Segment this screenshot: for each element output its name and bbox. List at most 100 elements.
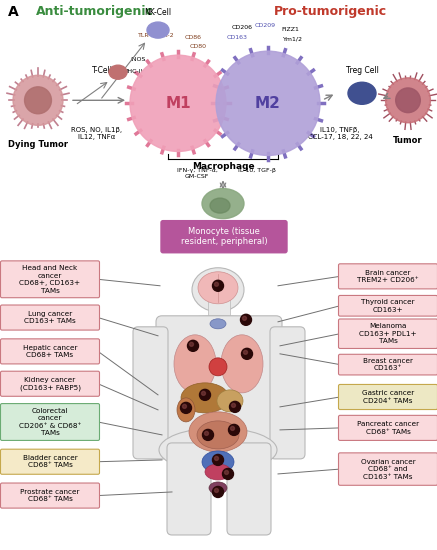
FancyBboxPatch shape	[339, 264, 437, 289]
FancyBboxPatch shape	[167, 443, 211, 535]
FancyBboxPatch shape	[0, 483, 100, 508]
Circle shape	[183, 404, 187, 409]
Ellipse shape	[177, 398, 195, 422]
Text: CD209: CD209	[254, 23, 276, 28]
Ellipse shape	[209, 482, 227, 494]
Ellipse shape	[147, 22, 169, 38]
Text: Lung cancer
CD163+ TAMs: Lung cancer CD163+ TAMs	[24, 311, 76, 324]
FancyBboxPatch shape	[227, 443, 271, 535]
FancyBboxPatch shape	[339, 384, 437, 410]
FancyBboxPatch shape	[0, 305, 100, 330]
Ellipse shape	[159, 428, 277, 472]
Text: Prostrate cancer
CD68⁺ TAMs: Prostrate cancer CD68⁺ TAMs	[20, 489, 80, 502]
FancyBboxPatch shape	[339, 319, 437, 349]
Circle shape	[243, 316, 246, 320]
Text: Ovarian cancer
CD68⁺ and
CD163⁺ TAMs: Ovarian cancer CD68⁺ and CD163⁺ TAMs	[361, 459, 416, 480]
Circle shape	[24, 87, 52, 114]
Text: Colorectal
cancer
CD206⁺ & CD68⁺
TAMs: Colorectal cancer CD206⁺ & CD68⁺ TAMs	[19, 408, 81, 436]
Circle shape	[243, 350, 247, 354]
Text: TLR-2: TLR-2	[157, 32, 175, 37]
Text: MHC-II: MHC-II	[123, 69, 143, 74]
Ellipse shape	[205, 464, 231, 480]
Ellipse shape	[210, 319, 226, 329]
Text: NK-Cell: NK-Cell	[145, 8, 172, 17]
Ellipse shape	[181, 383, 229, 413]
Text: FIZZ1: FIZZ1	[281, 26, 299, 31]
Text: M2: M2	[255, 96, 281, 111]
Circle shape	[225, 470, 229, 475]
Text: Gastric cancer
CD204⁺ TAMs: Gastric cancer CD204⁺ TAMs	[362, 390, 414, 404]
Text: Tumor: Tumor	[393, 136, 423, 145]
Circle shape	[201, 392, 205, 395]
Text: Treg Cell: Treg Cell	[346, 66, 378, 75]
Text: Dying Tumor: Dying Tumor	[8, 140, 68, 150]
Ellipse shape	[202, 189, 244, 219]
FancyBboxPatch shape	[339, 415, 437, 441]
Text: Breast cancer
CD163⁺: Breast cancer CD163⁺	[363, 358, 413, 371]
FancyBboxPatch shape	[0, 371, 100, 397]
Ellipse shape	[192, 268, 244, 312]
Text: Melanoma
CD163+ PDL1+
TAMs: Melanoma CD163+ PDL1+ TAMs	[359, 323, 417, 344]
Ellipse shape	[210, 198, 230, 213]
Text: Macrophage: Macrophage	[192, 162, 254, 172]
FancyBboxPatch shape	[339, 354, 437, 375]
Circle shape	[130, 55, 226, 151]
Text: CD86: CD86	[184, 35, 201, 40]
Text: IL10, TNFβ,
CCL-17, 18, 22, 24: IL10, TNFβ, CCL-17, 18, 22, 24	[308, 128, 372, 140]
Text: Bladder cancer
CD68⁺ TAMs: Bladder cancer CD68⁺ TAMs	[23, 455, 77, 469]
Circle shape	[215, 488, 218, 492]
Circle shape	[240, 314, 252, 325]
FancyBboxPatch shape	[270, 327, 305, 459]
FancyBboxPatch shape	[156, 316, 282, 456]
Ellipse shape	[217, 390, 243, 412]
Circle shape	[242, 348, 253, 359]
Circle shape	[222, 469, 233, 480]
Text: Anti-tumorigenic: Anti-tumorigenic	[36, 5, 154, 18]
Circle shape	[229, 425, 239, 436]
Text: A: A	[8, 5, 19, 19]
Circle shape	[202, 430, 214, 441]
Circle shape	[215, 282, 218, 287]
Ellipse shape	[189, 412, 247, 452]
Circle shape	[229, 402, 240, 412]
FancyBboxPatch shape	[0, 261, 100, 298]
Circle shape	[215, 456, 218, 460]
Text: Ym1/2: Ym1/2	[283, 37, 303, 42]
Ellipse shape	[174, 335, 216, 393]
Text: T-Cell: T-Cell	[92, 65, 113, 75]
Circle shape	[190, 342, 194, 346]
Text: B: B	[8, 260, 19, 274]
Circle shape	[212, 486, 223, 497]
Circle shape	[232, 403, 236, 408]
Text: Monocyte (tissue
resident, peripheral): Monocyte (tissue resident, peripheral)	[180, 227, 267, 246]
Text: CD80: CD80	[190, 43, 207, 48]
Ellipse shape	[221, 335, 263, 393]
FancyBboxPatch shape	[0, 339, 100, 364]
Circle shape	[13, 75, 63, 125]
FancyBboxPatch shape	[161, 221, 287, 253]
Bar	[208, 300, 230, 318]
FancyBboxPatch shape	[339, 453, 437, 485]
Ellipse shape	[348, 82, 376, 104]
Text: Pro-tumorigenic: Pro-tumorigenic	[274, 5, 387, 18]
Text: iNOS: iNOS	[130, 57, 146, 62]
Text: IFN-γ, TNF-α,
GM-CSF: IFN-γ, TNF-α, GM-CSF	[177, 168, 218, 179]
Text: Brain cancer
TREM2+ CD206⁺: Brain cancer TREM2+ CD206⁺	[357, 270, 419, 283]
Text: IL-10, TGF-β: IL-10, TGF-β	[238, 168, 276, 173]
Circle shape	[205, 431, 208, 436]
Ellipse shape	[158, 316, 278, 344]
Circle shape	[212, 280, 223, 292]
Circle shape	[200, 389, 211, 400]
Circle shape	[385, 78, 430, 123]
Ellipse shape	[202, 451, 234, 473]
Text: CD163: CD163	[226, 35, 247, 40]
Text: Thyroid cancer
CD163+: Thyroid cancer CD163+	[361, 299, 415, 312]
Text: M1: M1	[165, 96, 191, 111]
FancyBboxPatch shape	[133, 327, 168, 459]
Text: ROS, NO, IL1β,
IL12, TNFα: ROS, NO, IL1β, IL12, TNFα	[71, 128, 122, 140]
Circle shape	[230, 426, 235, 431]
Text: Pancreatc cancer
CD68⁺ TAMs: Pancreatc cancer CD68⁺ TAMs	[357, 421, 419, 434]
Ellipse shape	[109, 65, 127, 79]
Text: Hepatic cancer
CD68+ TAMs: Hepatic cancer CD68+ TAMs	[23, 345, 77, 358]
FancyBboxPatch shape	[0, 449, 100, 474]
